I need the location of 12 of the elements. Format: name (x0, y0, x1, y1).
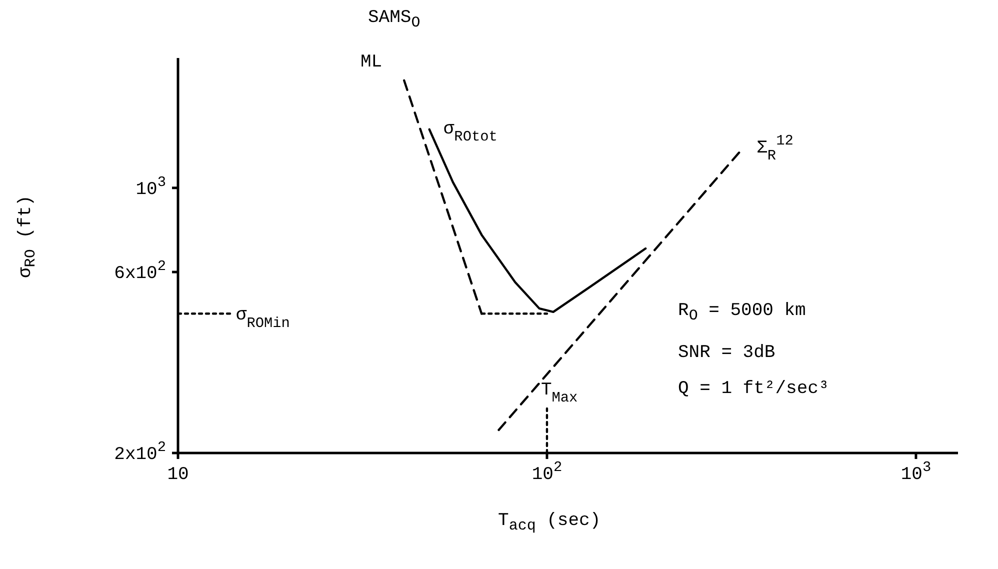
x-tick-label: 10$^{2}$ (532, 460, 562, 485)
annotation: SNR = 3dB (678, 342, 776, 365)
x-tick-label: 10 (167, 465, 189, 485)
y-tick-label: 6x10$^{2}$ (114, 258, 166, 284)
annotation: R$_{O}$ = 5000 km (678, 300, 807, 327)
annotation: Q = 1 ft²/sec³ (678, 378, 830, 401)
y-tick-label: 2x10$^{2}$ (114, 440, 166, 465)
x-axis-title: T$_{acq}$ (sec) (498, 511, 601, 535)
chart-title: SAMS$_{O}$ (368, 8, 420, 32)
series-label: ML (360, 52, 382, 72)
y-tick-label: 10$^{3}$ (136, 174, 166, 200)
x-tick-label: 10$^{3}$ (900, 460, 932, 485)
